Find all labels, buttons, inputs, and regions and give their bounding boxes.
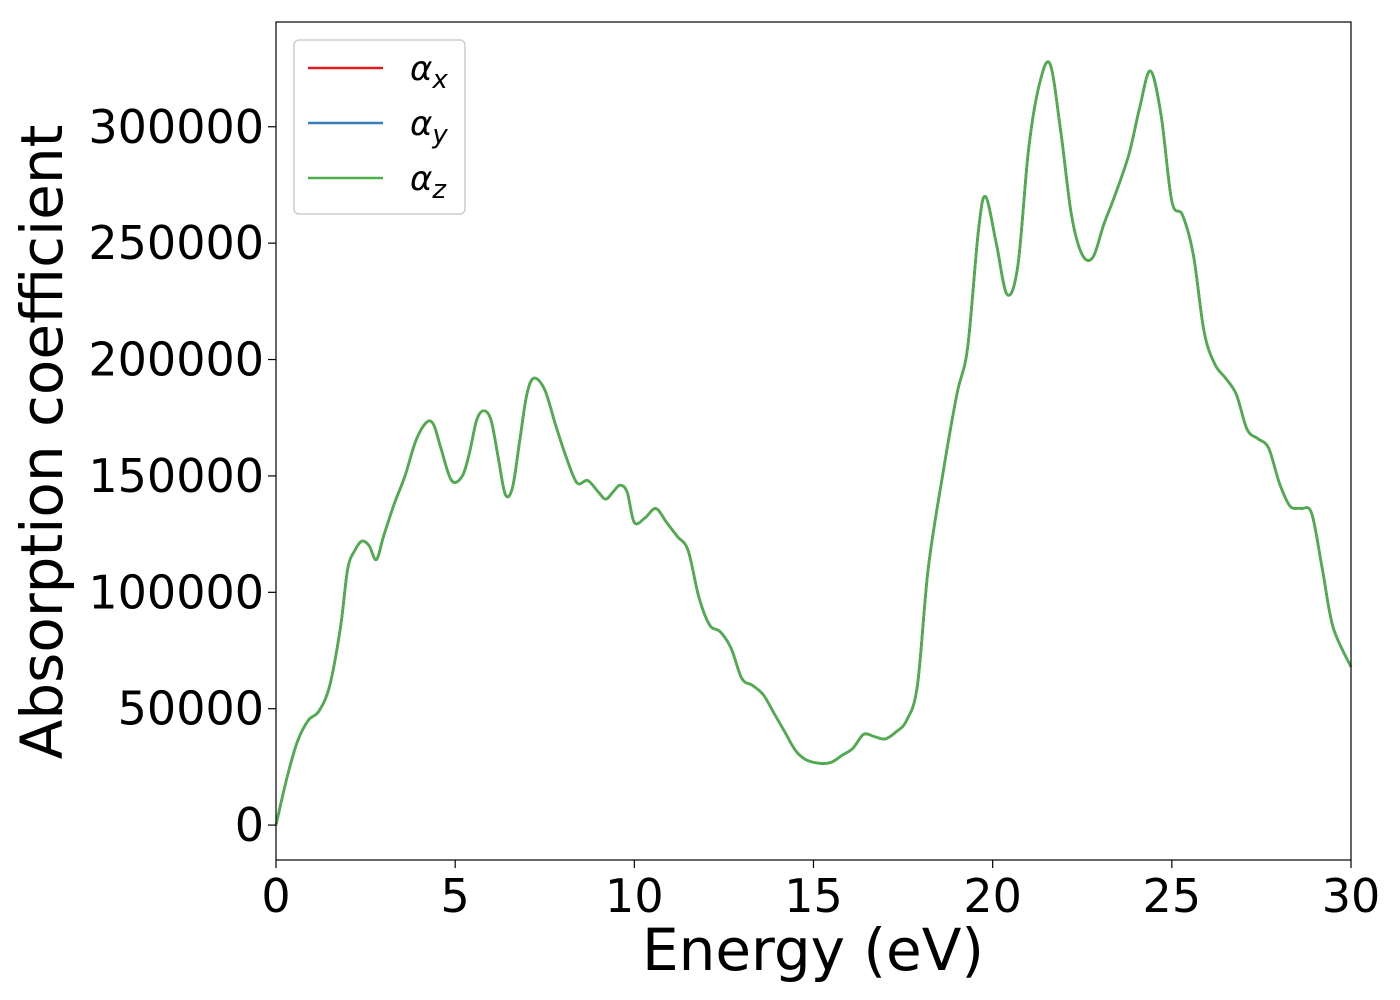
x-tick-label: 15 (784, 869, 843, 923)
x-tick-label: 20 (963, 869, 1022, 923)
x-tick-label: 10 (605, 869, 664, 923)
x-tick-label: 0 (261, 869, 290, 923)
x-axis-ticks: 0 5 10 15 20 25 30 (261, 860, 1380, 923)
plot-frame (275, 21, 1352, 861)
x-tick-label: 30 (1322, 869, 1381, 923)
y-tick-label: 200000 (88, 333, 264, 387)
y-axis-label: Absorption coefficient (8, 125, 76, 760)
y-axis-ticks: 0 50000 100000 150000 200000 250000 300000 (88, 100, 276, 852)
series-layer (274, 60, 1353, 826)
y-tick-label: 300000 (88, 100, 264, 154)
legend-box (293, 39, 466, 215)
y-tick-label: 100000 (88, 565, 264, 619)
x-axis-label: Energy (eV) (642, 916, 984, 984)
series-line-alpha-z (274, 60, 1353, 826)
x-tick-label: 5 (441, 869, 470, 923)
y-tick-label: 0 (235, 798, 264, 852)
x-tick-label: 25 (1143, 869, 1202, 923)
y-tick-label: 250000 (88, 216, 264, 270)
legend-label-alpha-z: αz (410, 159, 447, 205)
y-tick-label: 50000 (118, 682, 264, 736)
y-tick-label: 150000 (88, 449, 264, 503)
